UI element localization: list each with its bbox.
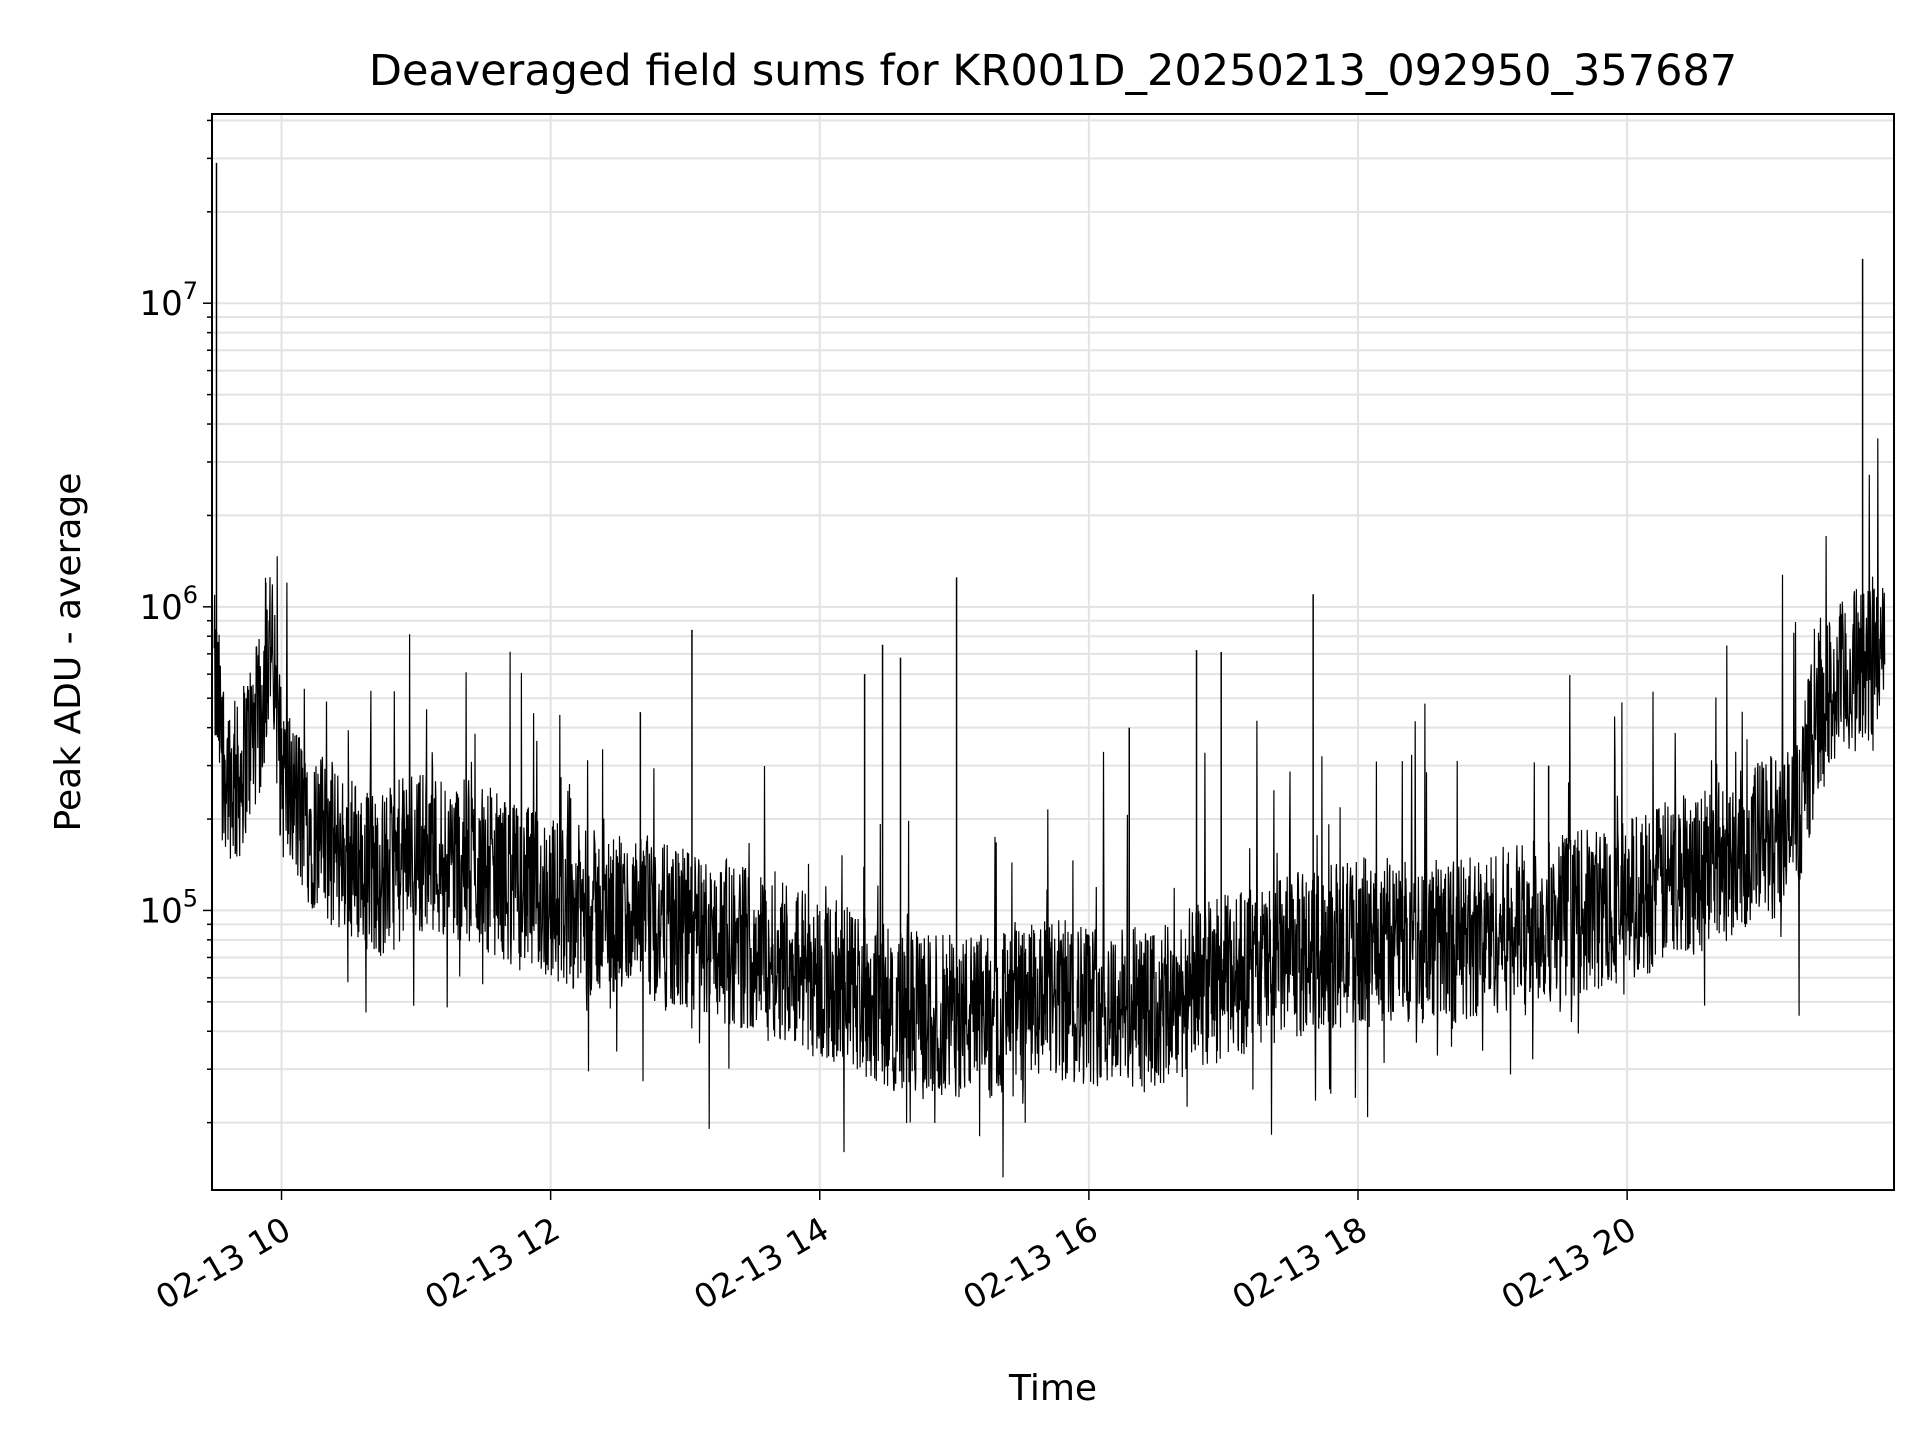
plot-frame — [211, 113, 1895, 1191]
x-axis-label: Time — [1008, 1368, 1097, 1409]
y-tick-exponent: 7 — [183, 277, 198, 305]
y-axis-label: Peak ADU - average — [48, 473, 89, 832]
chart-title: Deaveraged field sums for KR001D_2025021… — [369, 46, 1737, 96]
series-line — [213, 438, 1886, 1178]
y-tick-exponent: 6 — [183, 581, 198, 609]
data-series — [213, 162, 1886, 1178]
grid — [212, 114, 1894, 1190]
y-tick-exponent: 5 — [183, 884, 198, 912]
y-tick-label: 105 — [139, 884, 198, 931]
